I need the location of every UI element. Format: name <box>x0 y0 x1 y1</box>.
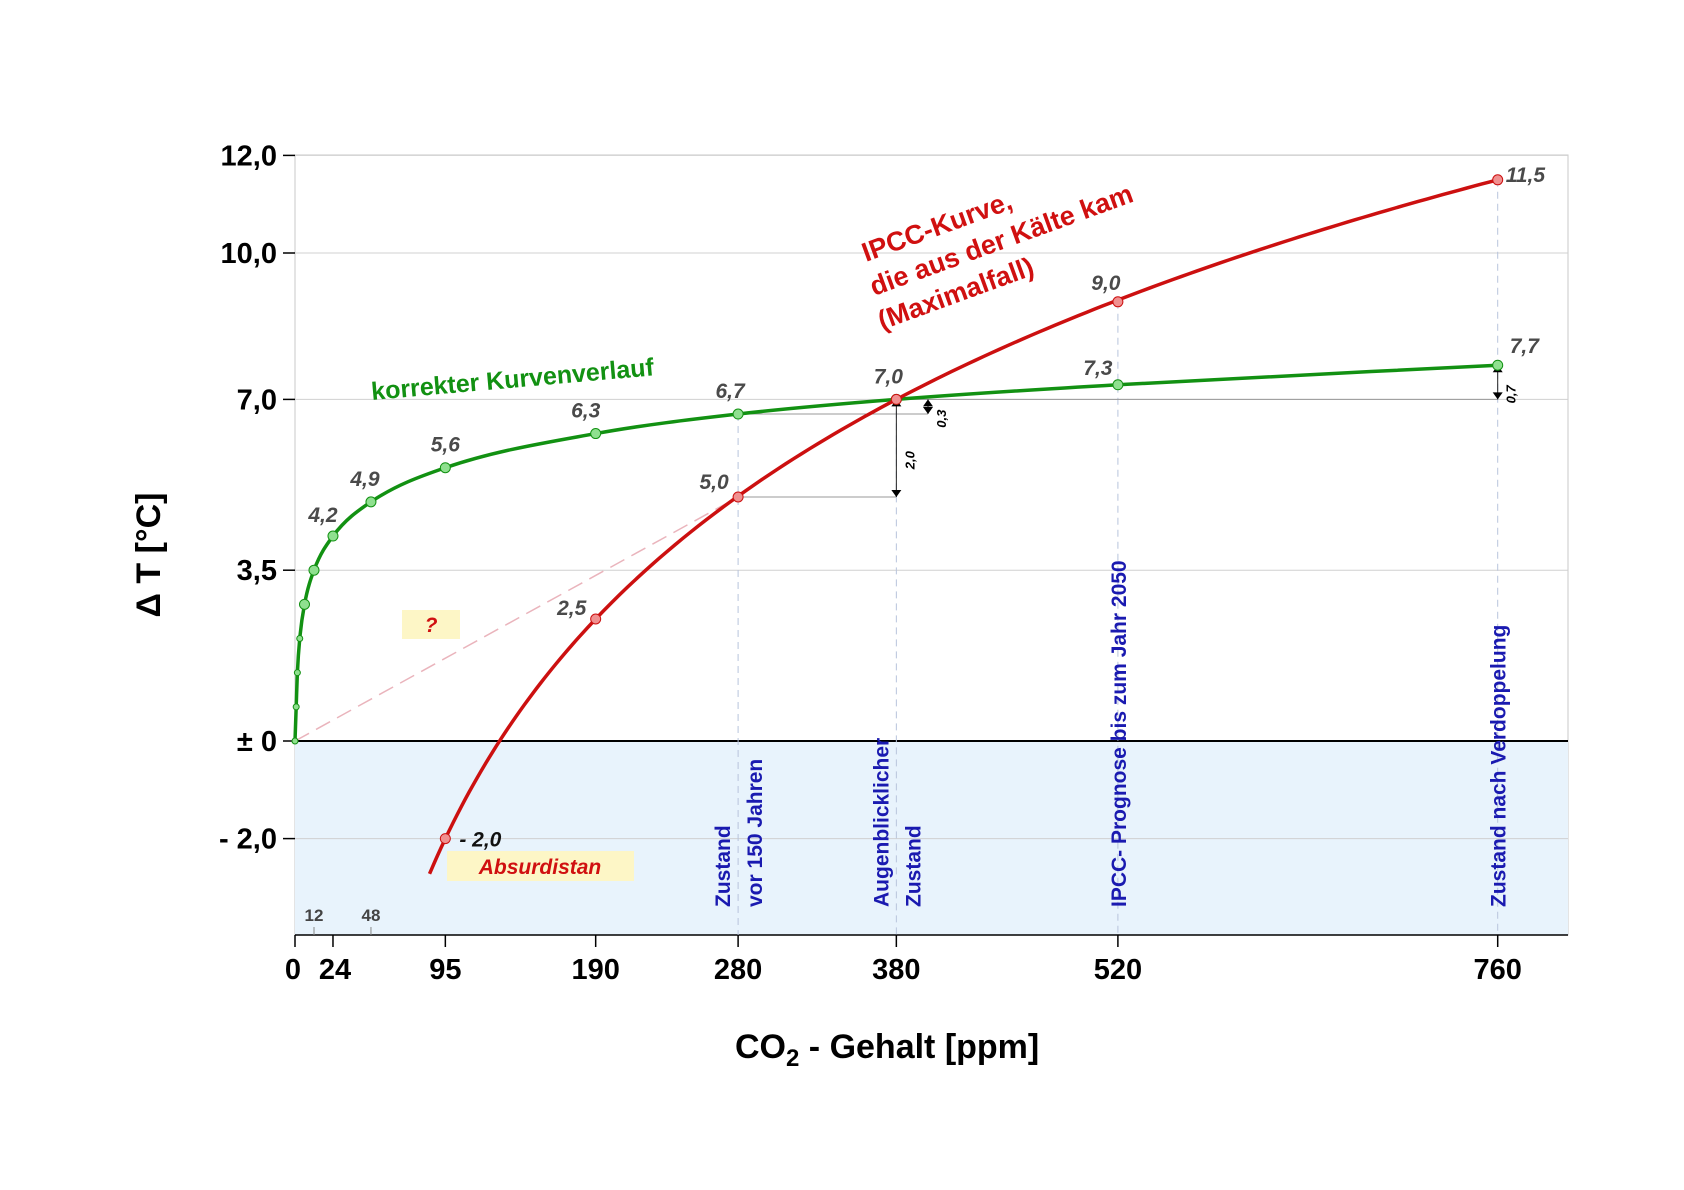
data-point-ipcc-curve <box>1112 296 1124 308</box>
data-label-ipcc-curve: 2,5 <box>556 597 587 620</box>
data-point-correct-curve <box>308 564 320 576</box>
vertical-marker-label: Zustand <box>902 825 925 907</box>
data-label-correct-curve: 5,6 <box>431 434 461 457</box>
data-label-correct-curve: 4,9 <box>349 468 380 491</box>
data-point-ipcc-curve <box>890 393 902 405</box>
y-tick-label: 7,0 <box>237 384 277 416</box>
data-point-ipcc-curve <box>1492 174 1504 186</box>
data-point-correct-curve <box>732 408 744 420</box>
x-axis-label-subscript: 2 <box>786 1045 799 1072</box>
x-axis-label-rest: - Gehalt [ppm] <box>799 1028 1039 1066</box>
x-tick-label: 280 <box>714 954 762 986</box>
data-point-ipcc-curve <box>439 833 451 845</box>
x-axis-label-main: CO <box>735 1028 786 1066</box>
x-minor-tick-label: 48 <box>361 906 380 925</box>
difference-arrow <box>923 399 933 407</box>
difference-arrow <box>891 490 902 497</box>
background-layer <box>294 154 1569 936</box>
x-axis-label: CO2 - Gehalt [ppm] <box>735 1028 1039 1072</box>
data-label-ipcc-curve: 5,0 <box>699 471 729 494</box>
difference-label: 2,0 <box>902 450 917 470</box>
x-tick-label: 190 <box>571 954 619 986</box>
vertical-marker-label: Zustand nach Verdoppelung <box>1488 625 1511 907</box>
absurdistan-label: Absurdistan <box>478 856 602 879</box>
data-point-correct-curve <box>590 428 602 440</box>
data-label-ipcc-curve: 11,5 <box>1506 164 1546 187</box>
y-tick-label: 3,5 <box>237 555 277 587</box>
label-layer: 12,0 10,0 7,0 3,5 ± 0 - 2,0 0 24 95 190 280 380 520 7… <box>219 140 1545 986</box>
data-point-ipcc-curve <box>732 491 744 503</box>
y-axis-label: Δ T [°C] <box>130 493 168 618</box>
vertical-marker-label: Augenblicklicher <box>870 738 893 907</box>
data-point-correct-curve <box>1492 359 1504 371</box>
data-point-correct-curve <box>365 496 377 508</box>
data-point-correct-curve <box>296 635 304 643</box>
grid-layer <box>283 154 1568 947</box>
y-tick-label: 12,0 <box>221 140 277 172</box>
data-label-correct-curve: 4,2 <box>307 504 338 527</box>
absurdistan-box <box>447 851 634 881</box>
difference-arrow <box>1492 392 1503 400</box>
data-label-ipcc-curve: 9,0 <box>1091 272 1121 295</box>
vertical-marker-label: Zustand <box>712 825 735 907</box>
vertical-marker-label: vor 150 Jahren <box>744 759 767 907</box>
y-tick-label: 10,0 <box>221 238 277 270</box>
vertical-marker-label: IPCC- Prognose bis zum Jahr 2050 <box>1108 560 1131 907</box>
y-tick-label: - 2,0 <box>219 824 277 856</box>
data-point-correct-curve <box>292 703 300 711</box>
data-point-correct-curve <box>1112 379 1124 391</box>
difference-arrow <box>923 407 933 415</box>
data-point-correct-curve <box>291 737 299 745</box>
data-point-ipcc-curve <box>590 613 602 625</box>
speculative-line <box>294 496 739 742</box>
y-tick-label: ± 0 <box>237 726 277 758</box>
x-tick-label: 380 <box>872 954 920 986</box>
data-label-correct-curve: 6,3 <box>571 400 601 423</box>
question-label: ? <box>425 614 438 637</box>
data-label-correct-curve: 7,7 <box>1510 335 1541 358</box>
data-point-correct-curve <box>439 462 451 474</box>
data-point-correct-curve <box>298 598 310 610</box>
x-tick-label: 520 <box>1094 954 1142 986</box>
negative-region <box>295 741 1568 935</box>
data-label-correct-curve: 7,3 <box>1083 357 1113 380</box>
x-tick-label: 24 <box>319 954 351 986</box>
x-tick-label: 0 <box>285 954 301 986</box>
data-point-correct-curve <box>293 669 301 677</box>
data-label-ipcc-curve: - 2,0 <box>459 829 501 852</box>
data-point-correct-curve <box>327 530 339 542</box>
difference-label: 0,3 <box>934 409 949 428</box>
x-tick-label: 760 <box>1474 954 1522 986</box>
question-box <box>402 610 460 639</box>
x-minor-tick-label: 12 <box>305 906 324 925</box>
data-label-correct-curve: 7,0 <box>874 365 904 388</box>
data-label-correct-curve: 6,7 <box>715 380 746 403</box>
series-line-ipcc-curve <box>427 178 1499 875</box>
series-layer <box>291 174 1504 875</box>
x-tick-label: 95 <box>429 954 461 986</box>
difference-label: 0,7 <box>1504 385 1519 404</box>
